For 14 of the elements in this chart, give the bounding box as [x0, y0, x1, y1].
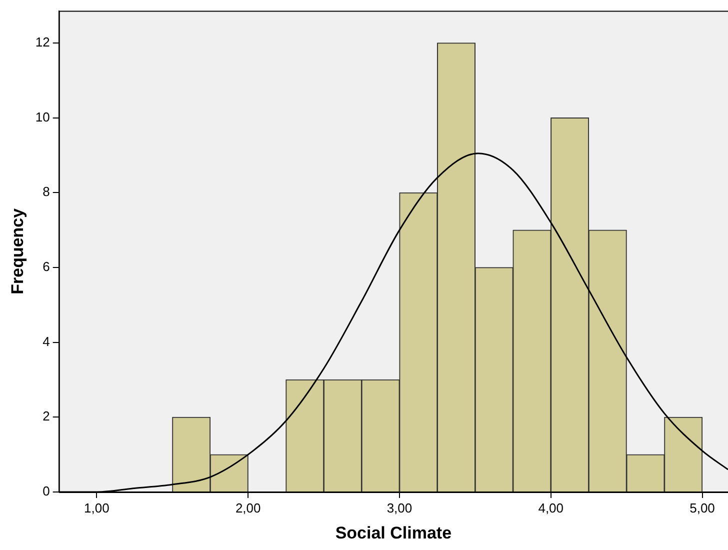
x-tick-label: 2,00 — [235, 500, 261, 516]
x-tick-label: 3,00 — [386, 500, 412, 516]
y-tick-label: 10 — [35, 109, 50, 124]
y-tick-label: 2 — [42, 408, 50, 424]
x-tick-label: 4,00 — [538, 500, 564, 516]
y-axis-title: Frequency — [8, 208, 27, 294]
x-tick-label: 1,00 — [84, 500, 110, 516]
y-tick-label: 0 — [42, 484, 50, 499]
y-tick-label: 6 — [42, 259, 50, 274]
y-tick-label: 4 — [42, 334, 50, 349]
y-tick-label: 12 — [35, 34, 50, 50]
x-tick-label: 5,00 — [690, 500, 715, 516]
x-axis-title: Social Climate — [335, 523, 452, 542]
y-tick-label: 8 — [42, 184, 50, 200]
